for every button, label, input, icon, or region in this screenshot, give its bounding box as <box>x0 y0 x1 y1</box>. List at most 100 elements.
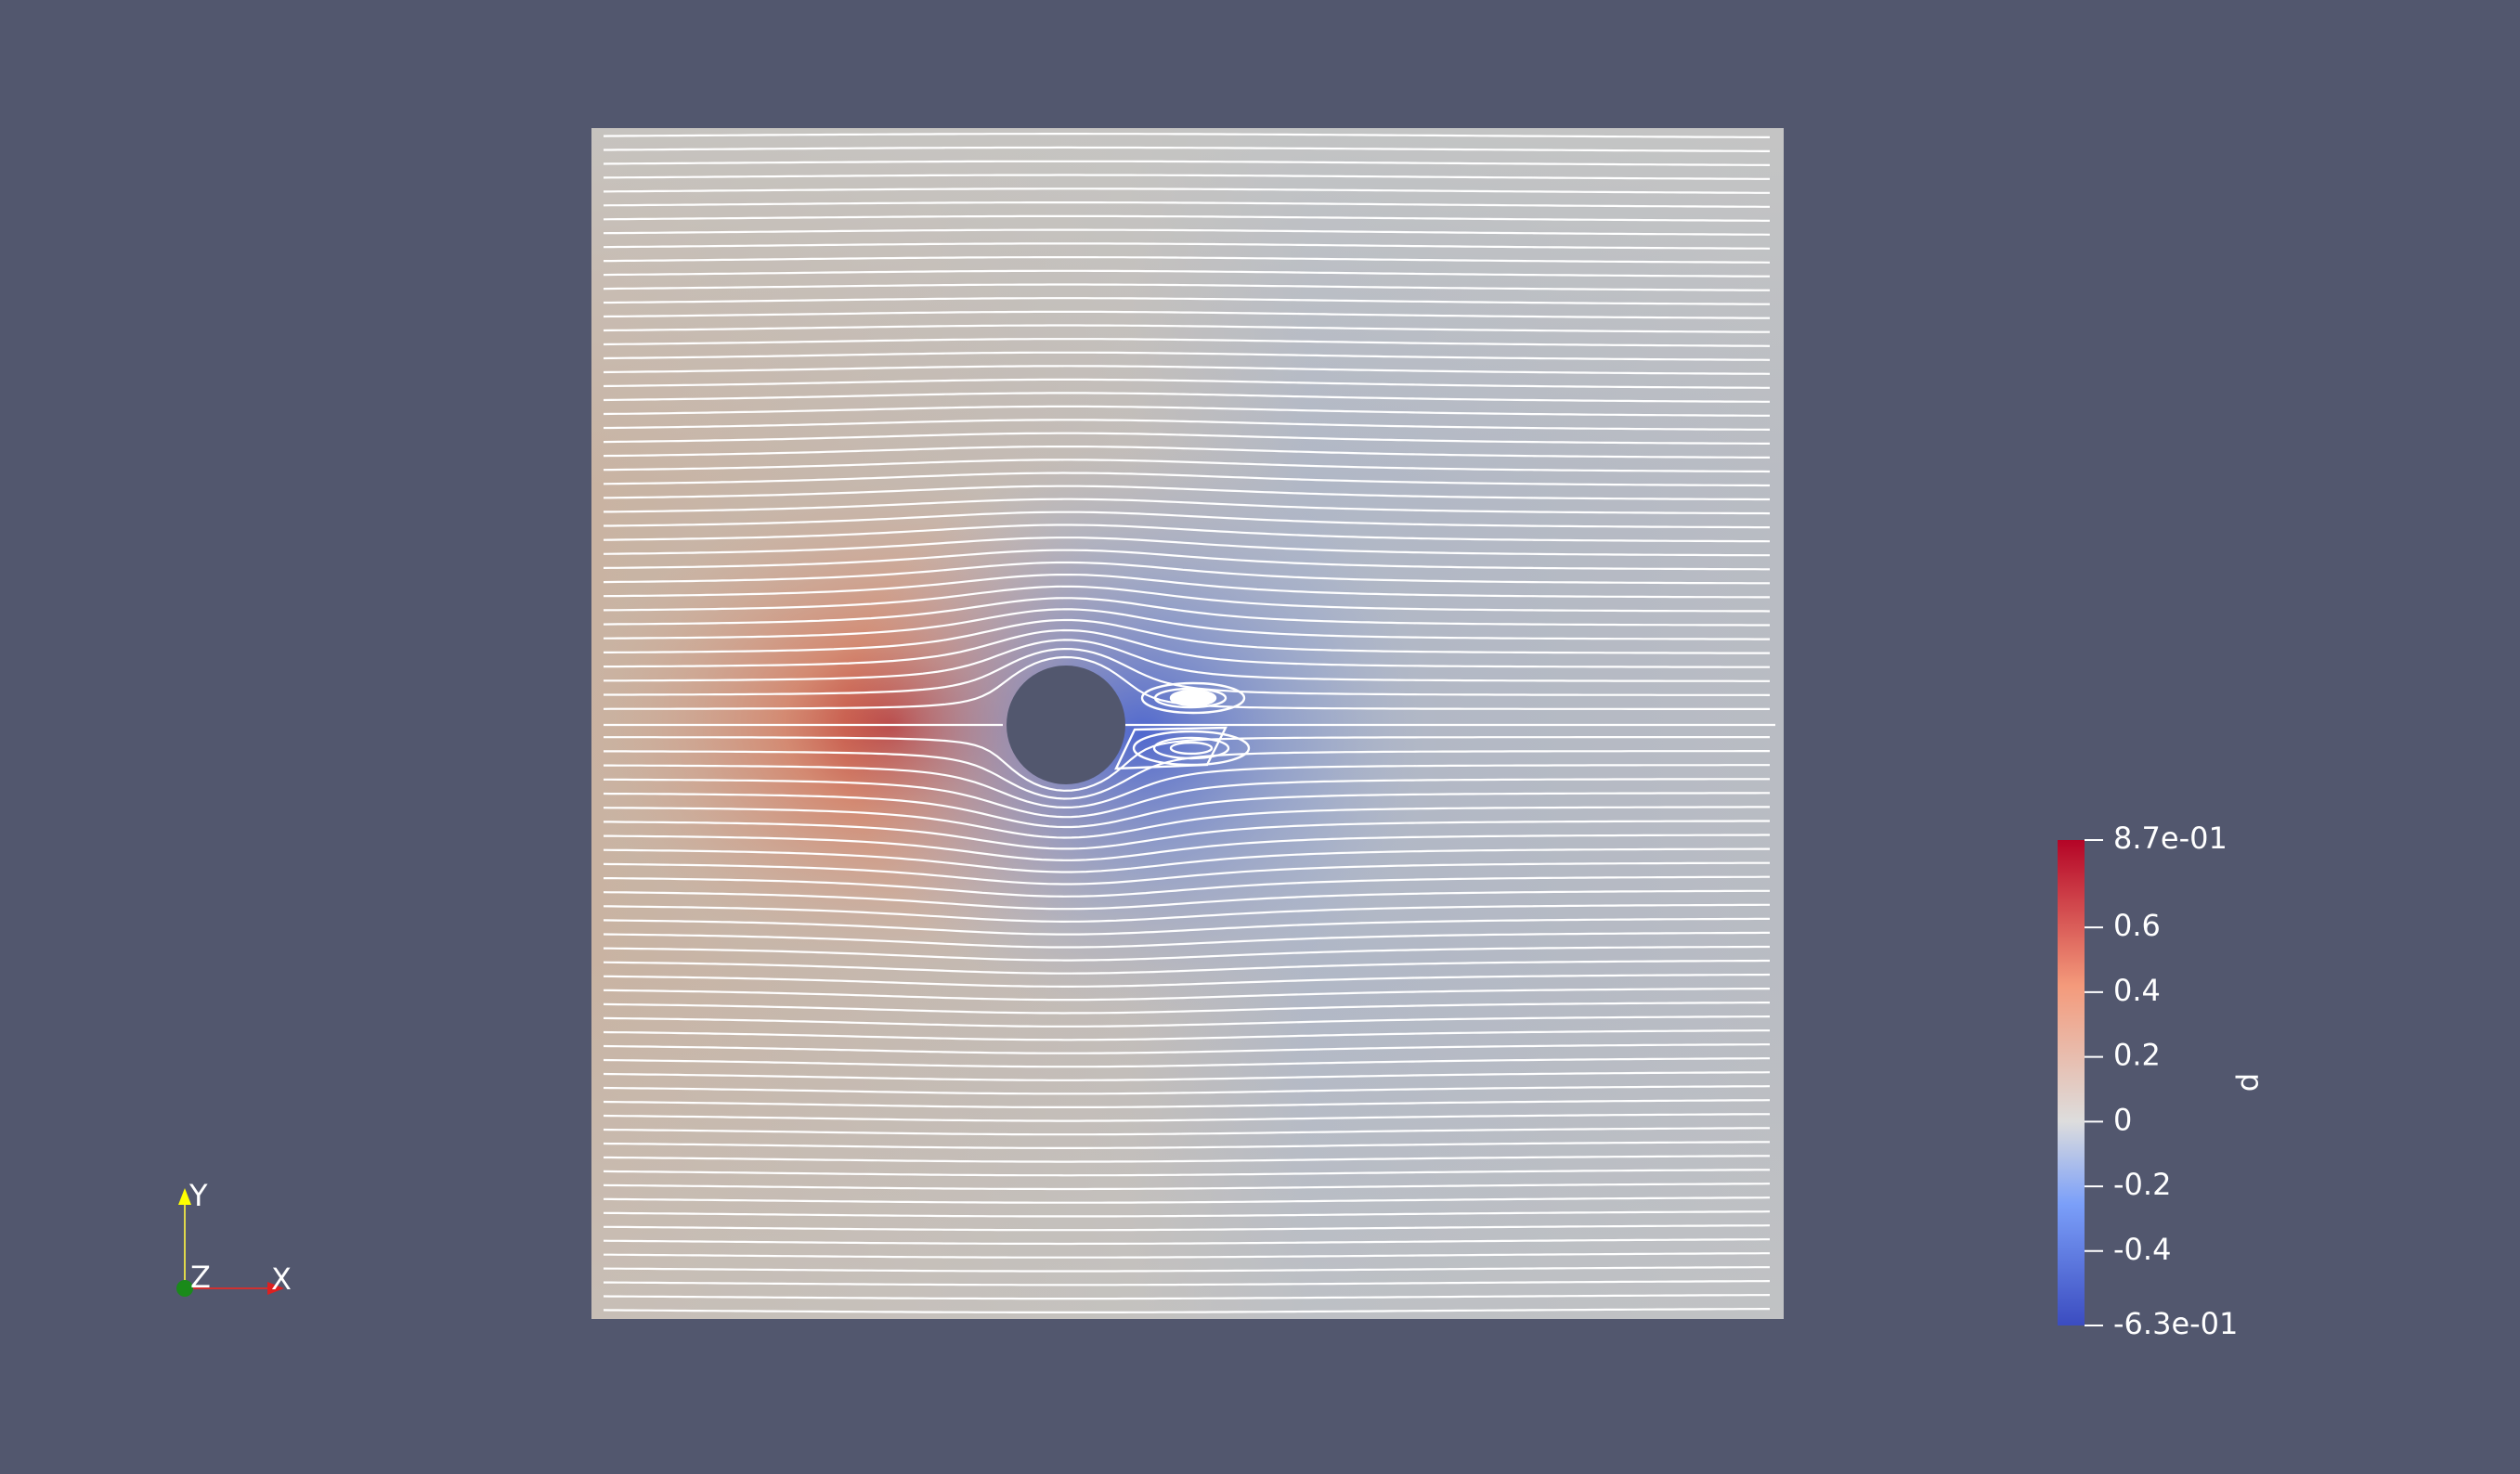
streamline <box>603 549 1770 571</box>
streamline <box>603 585 1771 613</box>
streamline <box>603 561 1770 585</box>
streamline <box>603 973 1771 988</box>
colorbar-tick-label: 0 <box>2113 1102 2132 1137</box>
orientation-axes: Y X Z <box>176 1178 292 1297</box>
colorbar-range-label: -6.3e-01 <box>2113 1306 2238 1341</box>
colorbar-tick-label: -0.2 <box>2113 1167 2171 1202</box>
streamline <box>603 806 1770 839</box>
colorbar: -6.3e-01 8.7e-01 0.6 0.4 0.2 0 -0.2 -0.4 p <box>2058 821 2269 1341</box>
streamline <box>603 574 1770 599</box>
streamline <box>603 310 1770 319</box>
streamline <box>603 959 1770 975</box>
streamline <box>604 511 1770 529</box>
streamline <box>603 988 1770 1002</box>
streamline <box>603 392 1770 403</box>
field-fade <box>591 128 1784 1319</box>
streamline <box>603 283 1770 291</box>
streamline <box>604 419 1771 431</box>
streamline <box>604 1280 1771 1287</box>
axis-label-y: Y <box>188 1178 208 1213</box>
streamline <box>603 269 1770 278</box>
streamline <box>603 1169 1770 1177</box>
streamline <box>604 1252 1770 1259</box>
streamline <box>603 472 1770 487</box>
streamline <box>604 146 1770 152</box>
eddies <box>1114 681 1251 770</box>
streamline <box>603 214 1770 222</box>
streamlines <box>603 133 1775 1313</box>
streamline <box>603 524 1771 543</box>
streamline <box>604 764 1770 809</box>
streamline <box>604 608 1770 640</box>
streamline <box>604 820 1770 850</box>
streamline <box>603 847 1770 873</box>
x-axis-head <box>267 1282 284 1295</box>
streamline <box>603 228 1771 236</box>
streamline <box>603 365 1771 375</box>
streamline <box>603 405 1770 417</box>
streamline <box>603 187 1770 194</box>
streamline <box>603 1113 1770 1122</box>
streamline <box>603 446 1770 459</box>
streamline <box>603 889 1770 911</box>
streamline <box>604 639 1770 682</box>
streamline <box>603 1002 1770 1015</box>
streamline <box>603 792 1770 829</box>
colorbar-tick-label: -0.4 <box>2113 1232 2171 1267</box>
streamline <box>603 242 1771 250</box>
streamline <box>603 1294 1771 1300</box>
streamline <box>604 647 1771 696</box>
streamline <box>603 1196 1771 1204</box>
streamline <box>603 1183 1771 1191</box>
streamline <box>603 432 1770 445</box>
z-axis-dot <box>176 1280 193 1297</box>
streamline <box>603 1015 1771 1028</box>
streamline <box>603 1141 1770 1149</box>
domain <box>591 128 1784 1319</box>
streamline <box>604 1224 1771 1232</box>
streamline <box>604 256 1771 264</box>
streamline <box>603 945 1770 962</box>
streamline <box>604 834 1770 861</box>
streamline <box>604 498 1771 515</box>
streamline <box>603 537 1770 557</box>
streamline <box>603 931 1770 949</box>
streamline <box>604 485 1770 501</box>
streamline <box>603 1238 1770 1246</box>
streamline <box>603 459 1771 473</box>
streamline <box>603 861 1770 886</box>
axis-label-x: X <box>271 1261 292 1297</box>
streamline <box>603 1308 1770 1313</box>
streamline <box>603 1085 1771 1095</box>
colorbar-range-label: 8.7e-01 <box>2113 821 2228 856</box>
streamline <box>604 297 1770 305</box>
streamline <box>604 736 1770 792</box>
streamline <box>603 201 1770 208</box>
cylinder <box>1007 666 1125 784</box>
streamline <box>603 174 1770 180</box>
colorbar-tick-label: 0.2 <box>2113 1038 2161 1073</box>
streamline <box>603 1057 1770 1068</box>
streamline <box>603 1029 1770 1041</box>
streamline <box>603 1071 1771 1081</box>
streamline <box>603 1043 1770 1054</box>
streamline <box>603 133 1770 138</box>
colorbar-title: p <box>2234 1073 2269 1092</box>
streamline <box>603 324 1770 333</box>
y-axis-head <box>178 1188 191 1205</box>
streamline <box>604 618 1770 654</box>
streamline <box>603 351 1771 361</box>
streamline <box>604 778 1770 819</box>
streamline <box>603 1266 1770 1273</box>
colorbar-tick-label: 0.4 <box>2113 973 2161 1008</box>
streamline <box>603 917 1770 936</box>
streamline <box>604 628 1770 668</box>
streamline <box>604 1155 1770 1163</box>
streamline <box>603 338 1771 347</box>
streamline <box>603 1099 1771 1108</box>
streamline <box>603 1210 1771 1218</box>
colorbar-tick-label: 0.6 <box>2113 908 2161 943</box>
streamline <box>603 903 1770 924</box>
